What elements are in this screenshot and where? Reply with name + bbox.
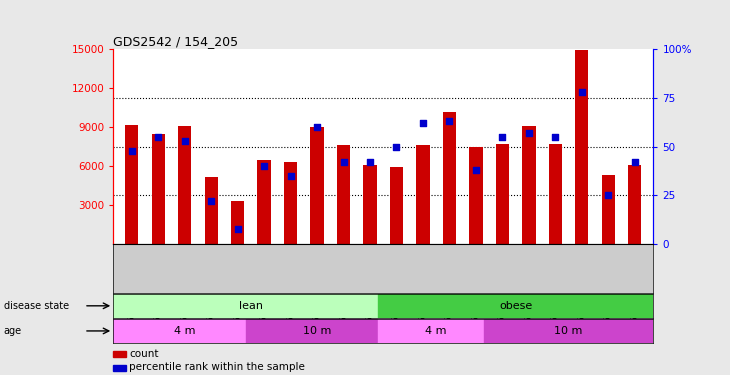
Point (550, 134, 561, 140)
Bar (113, 294, 388, 318)
Point (523, 130, 535, 136)
Point (629, 159, 641, 165)
Bar (125, 124, 138, 244)
Point (496, 134, 508, 140)
Point (311, 124, 323, 130)
Bar (378, 294, 653, 318)
Bar (258, 160, 271, 244)
Bar (390, 167, 403, 244)
Bar (469, 147, 483, 244)
Point (602, 192, 614, 198)
Text: 4 m: 4 m (174, 326, 196, 336)
Point (338, 159, 350, 165)
Point (364, 159, 376, 165)
Point (231, 225, 243, 231)
Point (576, 89, 588, 95)
Bar (113, 319, 256, 343)
Bar (629, 165, 642, 244)
Bar (378, 319, 494, 343)
Bar (416, 146, 429, 244)
Text: count: count (129, 350, 158, 359)
Point (391, 144, 402, 150)
Point (153, 134, 164, 140)
Point (470, 167, 482, 173)
Bar (364, 165, 377, 244)
Bar (152, 134, 165, 244)
Text: 10 m: 10 m (554, 326, 583, 336)
Point (417, 120, 429, 126)
Point (285, 173, 296, 179)
Bar (496, 144, 509, 244)
Bar (310, 127, 323, 244)
Text: age: age (4, 326, 22, 336)
Point (258, 163, 270, 169)
Bar (602, 175, 615, 244)
Bar (484, 319, 653, 343)
Bar (204, 177, 218, 244)
Text: 10 m: 10 m (303, 326, 331, 336)
Bar (284, 162, 297, 244)
Text: obese: obese (499, 301, 532, 311)
Bar (231, 201, 245, 244)
Point (126, 147, 137, 153)
Text: 4 m: 4 m (426, 326, 447, 336)
Point (205, 198, 217, 204)
Bar (245, 319, 388, 343)
Text: lean: lean (239, 301, 263, 311)
Text: percentile rank within the sample: percentile rank within the sample (129, 363, 305, 372)
Bar (522, 126, 536, 244)
Text: GDS2542 / 154_205: GDS2542 / 154_205 (113, 35, 238, 48)
Bar (178, 126, 191, 244)
Text: disease state: disease state (4, 301, 69, 311)
Bar (575, 50, 588, 244)
Bar (337, 146, 350, 244)
Bar (549, 144, 562, 244)
Bar (443, 111, 456, 244)
Point (179, 138, 191, 144)
Point (444, 118, 456, 124)
